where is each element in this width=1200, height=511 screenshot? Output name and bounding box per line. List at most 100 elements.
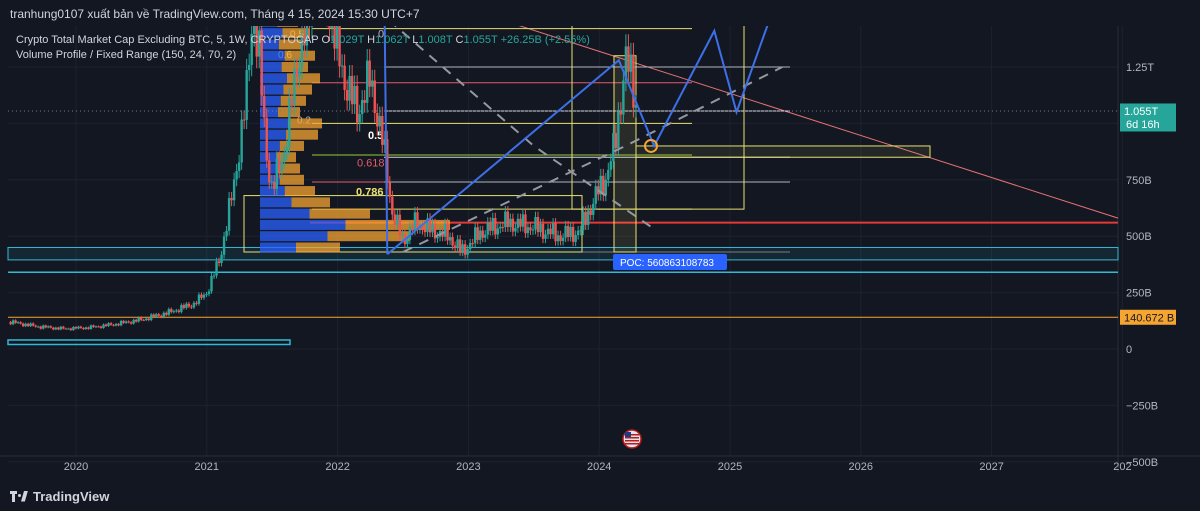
tradingview-logo-icon <box>10 490 28 503</box>
candle-body <box>569 226 572 238</box>
candle-body <box>401 234 404 236</box>
red-trendline <box>518 26 1119 219</box>
y-tick-label: −500B <box>1126 457 1158 469</box>
volume-bar-orange <box>287 118 322 129</box>
candle-body <box>200 294 203 298</box>
legend-open-label: O <box>321 34 331 46</box>
candle-body <box>177 310 181 312</box>
candle-body <box>396 214 399 225</box>
poc-label-box <box>613 253 727 270</box>
candle-body <box>564 225 567 238</box>
candle-body <box>458 239 462 252</box>
candle-body <box>499 226 502 229</box>
candle-body <box>544 234 547 239</box>
volume-bar-blue <box>260 39 279 50</box>
volume-bar-blue <box>260 152 277 163</box>
candle-body <box>448 237 452 241</box>
volume-bar-orange <box>327 231 410 242</box>
candle-body <box>406 239 409 245</box>
chart-frame[interactable]: 2.75T2.5T2.25T2T1.75T1.5T1.25T1T750B500B… <box>0 26 1200 484</box>
candle-body <box>230 197 233 201</box>
candle-body <box>511 218 515 232</box>
candle-body <box>187 303 191 307</box>
candle-body <box>182 305 186 308</box>
candle-body <box>192 302 196 308</box>
x-tick-label: 2024 <box>587 461 611 473</box>
candle-body <box>398 214 402 236</box>
candle-body <box>536 216 540 233</box>
candle-body <box>64 328 68 330</box>
candle-body <box>52 327 55 330</box>
volume-bar-blue <box>260 26 278 27</box>
candle-body <box>245 70 248 120</box>
candle-body <box>89 325 93 329</box>
candle-body <box>26 323 30 327</box>
x-tick-label: 2023 <box>456 461 480 473</box>
volume-bar-orange <box>296 242 340 253</box>
volume-bar-blue <box>260 186 285 197</box>
candle-body <box>338 26 341 67</box>
candle-body <box>571 226 575 242</box>
candle-body <box>343 65 346 90</box>
candle-body <box>237 162 241 172</box>
dashed-trend-2 <box>402 66 783 253</box>
candle-body <box>486 222 489 235</box>
x-tick-label: 202 <box>1113 461 1131 473</box>
candle-body <box>180 305 183 312</box>
candle-body <box>107 323 110 327</box>
candle-body <box>516 218 520 228</box>
candle-body <box>604 179 607 196</box>
candle-body <box>9 321 12 325</box>
candle-body <box>24 323 27 327</box>
candle-body <box>157 314 160 316</box>
candle-body <box>99 326 103 328</box>
candle-body <box>566 225 570 238</box>
y-tick-label: 0 <box>1126 344 1132 356</box>
x-tick-label: 2020 <box>64 461 88 473</box>
legend-high-value: 1.062T <box>375 34 410 46</box>
candle-body <box>614 133 618 149</box>
candle-body <box>137 317 140 322</box>
candle-body <box>87 327 90 329</box>
candle-body <box>235 171 238 180</box>
candle-body <box>202 294 206 298</box>
candle-body <box>446 223 449 241</box>
candle-body <box>77 326 80 329</box>
candle-body <box>584 211 587 225</box>
tradingview-logo[interactable]: TradingView <box>10 489 109 504</box>
y-tick-label: 500B <box>1126 231 1152 243</box>
candle-body <box>260 30 263 96</box>
candle-body <box>34 325 37 327</box>
candle-body <box>539 223 542 233</box>
candle-body <box>501 226 505 228</box>
us-flag-stripe <box>625 440 639 442</box>
volume-bar-blue <box>260 208 310 219</box>
candle-body <box>340 65 344 67</box>
candle-body <box>129 322 133 324</box>
candle-body <box>386 139 389 183</box>
legend-high-label: H <box>367 34 376 46</box>
candle-body <box>82 327 85 330</box>
candle-body <box>617 111 620 149</box>
axis-tag-last-price-box <box>1120 103 1176 132</box>
candle-body <box>411 226 414 231</box>
volume-bar-blue <box>260 140 280 151</box>
candle-body <box>624 46 628 81</box>
candle-body <box>172 311 176 313</box>
candle-body <box>285 147 289 153</box>
candle-body <box>127 321 130 323</box>
y-tick-label: −250B <box>1126 400 1158 412</box>
candle-body <box>383 139 386 145</box>
candle-body <box>466 249 469 255</box>
candle-body <box>72 326 75 331</box>
volume-bar-orange <box>291 197 330 208</box>
volume-bar-blue <box>260 50 285 61</box>
chart-legend: Crypto Total Market Cap Excluding BTC, 5… <box>16 33 590 63</box>
candle-body <box>632 54 635 108</box>
price-chart[interactable]: 2.75T2.5T2.25T2T1.75T1.5T1.25T1T750B500B… <box>0 26 1200 484</box>
volume-bar-orange <box>284 186 315 197</box>
candle-body <box>456 239 459 248</box>
projection-path <box>386 26 769 256</box>
candle-body <box>494 217 497 235</box>
